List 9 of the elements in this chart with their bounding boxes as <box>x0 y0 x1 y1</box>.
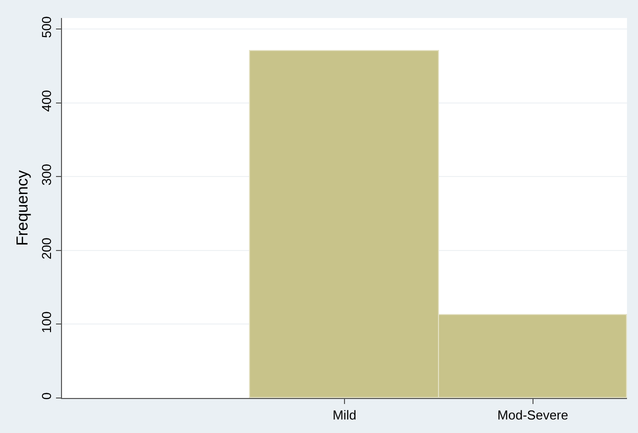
y-tick-label: 100 <box>38 311 54 334</box>
y-tick-label: 300 <box>38 164 54 186</box>
x-tick-label: Mod-Severe <box>497 408 568 423</box>
x-tick-label: Mild <box>332 408 356 423</box>
y-tick-label: 200 <box>38 238 54 260</box>
y-tick-label: 0 <box>38 392 54 400</box>
y-tick-label: 500 <box>38 16 54 38</box>
y-axis-title: Frequency <box>14 170 32 246</box>
y-tick-label: 400 <box>38 90 54 112</box>
